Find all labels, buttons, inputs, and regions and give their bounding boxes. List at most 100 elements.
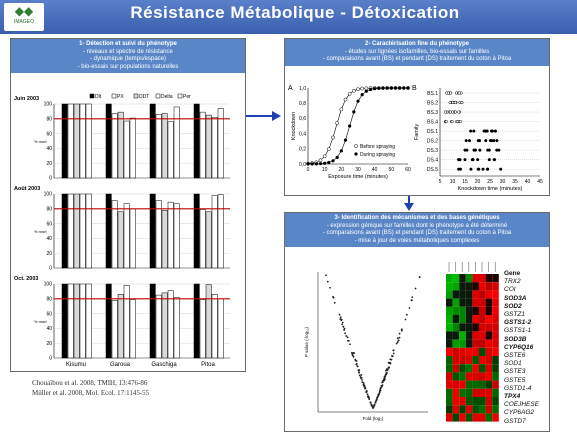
bar bbox=[217, 194, 224, 269]
point-during bbox=[402, 86, 406, 90]
gene-label: GSTZ1 bbox=[504, 311, 525, 319]
heatmap-cell bbox=[479, 372, 486, 381]
volcano-point bbox=[388, 366, 391, 369]
heatmap-cell bbox=[452, 388, 460, 397]
heatmap-cell bbox=[485, 323, 493, 332]
chart-b-x-tick: 15 bbox=[462, 179, 468, 185]
heatmap-cell bbox=[465, 282, 473, 291]
heatmap-cell bbox=[479, 380, 486, 389]
y-tick-label: 80 bbox=[46, 207, 52, 213]
family-point bbox=[443, 110, 448, 114]
bar bbox=[111, 300, 118, 359]
heatmap-cell bbox=[472, 380, 479, 389]
heatmap-cell bbox=[492, 315, 499, 324]
point-before bbox=[356, 87, 360, 92]
bar bbox=[205, 211, 212, 269]
heatmap-cell bbox=[492, 356, 499, 365]
volcano-point bbox=[360, 374, 363, 376]
family-point bbox=[499, 167, 503, 171]
heatmap-cell bbox=[452, 347, 460, 356]
panel3-bullet: - comparaisons avant (BS) et pendant (DS… bbox=[322, 230, 512, 236]
heatmap-cell bbox=[485, 364, 493, 373]
legend-label: Per bbox=[183, 94, 191, 100]
y-tick-label: 0 bbox=[49, 356, 52, 362]
chart-a-y-tick: 0,4 bbox=[299, 131, 306, 137]
heatmap-cell bbox=[479, 274, 486, 283]
heatmap-cell bbox=[492, 282, 499, 291]
volcano-point bbox=[329, 286, 331, 289]
gene-label: GSTD7 bbox=[504, 417, 526, 425]
heatmap-cell bbox=[479, 397, 486, 406]
heatmap-cell bbox=[472, 413, 479, 422]
heatmap-cell bbox=[492, 331, 499, 340]
chart-a-x-tick: 60 bbox=[405, 167, 411, 173]
volcano-point bbox=[414, 287, 417, 290]
heatmap-cell bbox=[452, 356, 460, 365]
heatmap-cell bbox=[465, 323, 473, 332]
heatmap-cell bbox=[465, 388, 473, 397]
chart-a-y-tick: 1,0 bbox=[299, 86, 306, 92]
family-point bbox=[463, 148, 467, 152]
volcano-point bbox=[356, 365, 359, 368]
volcano-point bbox=[364, 387, 367, 389]
volcano-point bbox=[396, 337, 399, 340]
y-tick-label: 100 bbox=[44, 102, 53, 108]
chart-b-letter: B bbox=[412, 85, 417, 92]
point-before bbox=[322, 154, 327, 159]
legend-swatch bbox=[177, 93, 183, 99]
family-point bbox=[457, 91, 461, 95]
bar bbox=[149, 193, 156, 269]
volcano-point bbox=[374, 401, 377, 404]
volcano-point bbox=[340, 318, 343, 321]
arrow-right-head bbox=[272, 111, 281, 121]
heatmap-cell bbox=[459, 397, 466, 406]
volcano-point bbox=[366, 393, 369, 396]
gene-label: SOD3B bbox=[504, 335, 527, 343]
volcano-point bbox=[381, 381, 384, 384]
chart-a-ylabel: Knockdown bbox=[291, 112, 297, 140]
point-during bbox=[306, 162, 310, 166]
bar bbox=[111, 113, 118, 179]
heatmap-cell bbox=[485, 290, 493, 299]
panel1-bullet: - niveaux et spectre de résistance bbox=[83, 48, 173, 55]
point-before bbox=[360, 86, 365, 91]
heatmap-cell bbox=[485, 397, 493, 406]
bar bbox=[173, 106, 180, 179]
bar bbox=[161, 210, 168, 269]
heatmap-cell bbox=[479, 323, 486, 332]
heatmap-cell bbox=[446, 298, 453, 307]
chart-a-x-tick: 40 bbox=[372, 167, 378, 173]
heatmap-cell bbox=[472, 339, 479, 348]
volcano-point bbox=[410, 299, 413, 302]
heatmap-cell bbox=[485, 339, 493, 348]
family-point bbox=[470, 158, 474, 162]
heatmap-cell bbox=[452, 306, 460, 315]
family-point bbox=[485, 129, 489, 133]
volcano-point bbox=[376, 395, 379, 398]
heatmap-cell bbox=[485, 306, 493, 315]
family-point bbox=[476, 158, 480, 162]
point-before bbox=[351, 88, 356, 93]
volcano-point bbox=[352, 355, 355, 358]
volcano-point bbox=[378, 392, 381, 395]
gene-label: CYP6Q16 bbox=[504, 343, 534, 351]
bar bbox=[105, 283, 112, 359]
gene-label: GSTS1-2 bbox=[504, 319, 532, 327]
volcano-point bbox=[408, 307, 411, 309]
point-during bbox=[348, 124, 352, 128]
volcano-point bbox=[338, 313, 341, 316]
family-point bbox=[469, 129, 473, 133]
bar bbox=[167, 290, 174, 359]
bar bbox=[85, 193, 92, 269]
heatmap-cell bbox=[446, 306, 453, 315]
bar bbox=[149, 103, 156, 179]
volcano-point bbox=[362, 382, 365, 384]
volcano-point bbox=[373, 404, 375, 407]
heatmap-cell bbox=[479, 290, 486, 299]
gene-label: GSTD1-4 bbox=[504, 384, 532, 392]
y-tick-label: 100 bbox=[44, 282, 53, 288]
heatmap-cell bbox=[485, 274, 493, 283]
point-during bbox=[406, 86, 410, 90]
family-point bbox=[464, 139, 468, 143]
heatmap-cell bbox=[479, 298, 486, 307]
